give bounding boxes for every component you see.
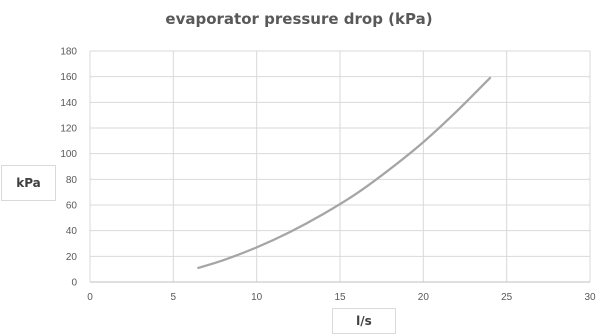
- x-tick-label: 10: [251, 292, 263, 303]
- y-tick-label: 180: [60, 47, 77, 58]
- y-tick-label: 0: [71, 278, 77, 289]
- y-tick-label: 60: [66, 201, 78, 212]
- x-tick-label: 5: [171, 292, 177, 303]
- y-tick-labels: 0 20 40 60 80 100 120 140 160 180: [60, 47, 77, 289]
- x-axis-label: l/s: [332, 308, 396, 334]
- axes: [89, 51, 590, 283]
- series-line: [197, 76, 492, 270]
- y-tick-label: 160: [60, 72, 77, 83]
- y-tick-label: 100: [60, 149, 77, 160]
- y-tick-label: 20: [66, 252, 78, 263]
- chart-title: evaporator pressure drop (kPa): [165, 10, 433, 28]
- y-tick-label: 80: [66, 175, 78, 186]
- x-tick-label: 20: [418, 292, 430, 303]
- y-axis-label: kPa: [1, 165, 56, 201]
- x-tick-labels: 0 5 10 15 20 25 30: [87, 292, 596, 303]
- y-tick-label: 40: [66, 226, 78, 237]
- x-tick-label: 25: [501, 292, 513, 303]
- y-axis-label-text: kPa: [16, 176, 41, 190]
- x-tick-label: 15: [334, 292, 346, 303]
- series-lines: [197, 76, 492, 270]
- x-tick-label: 30: [584, 292, 596, 303]
- x-tick-label: 0: [87, 292, 93, 303]
- gridlines: [90, 50, 591, 282]
- y-tick-label: 120: [60, 124, 77, 135]
- y-tick-label: 140: [60, 98, 77, 109]
- x-axis-label-text: l/s: [356, 314, 372, 328]
